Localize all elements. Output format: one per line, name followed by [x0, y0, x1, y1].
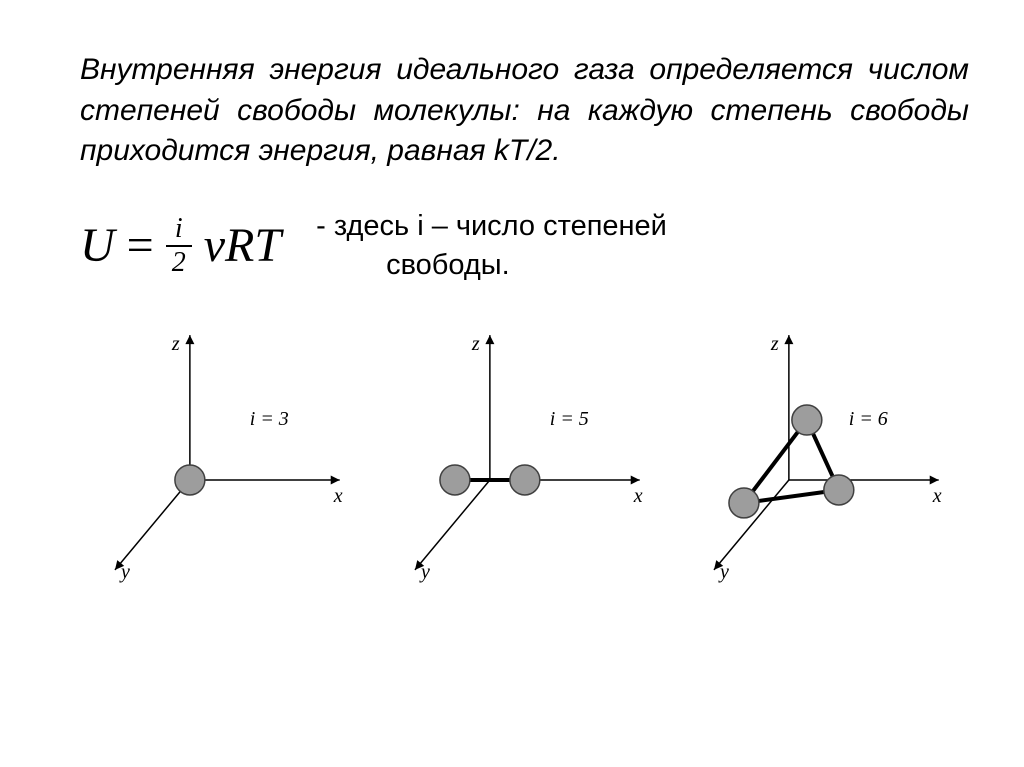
svg-text:z: z	[770, 333, 779, 355]
formula-numer: i	[169, 215, 189, 245]
diagram-diatomic: z x y i = 5	[380, 320, 670, 590]
formula-lhs: U	[80, 218, 115, 273]
diagram-triatomic: z x y i = 6	[679, 320, 969, 590]
svg-text:x: x	[932, 485, 942, 507]
svg-text:z: z	[471, 333, 480, 355]
diagram-row: z x y i = 3 z x y i = 5 z x y i = 6	[80, 320, 969, 590]
svg-text:y: y	[718, 561, 729, 583]
explain-line-2: свободы.	[316, 246, 667, 285]
svg-text:y: y	[119, 561, 130, 583]
svg-text:z: z	[171, 333, 180, 355]
statement-text: Внутренняя энергия идеального газа опред…	[80, 50, 969, 172]
svg-text:i = 3: i = 3	[250, 408, 289, 430]
svg-text:i = 5: i = 5	[549, 408, 588, 430]
svg-text:x: x	[333, 485, 343, 507]
svg-text:x: x	[632, 485, 642, 507]
formula-equals: =	[127, 218, 154, 273]
explain-block: - здесь i – число степеней свободы.	[316, 207, 667, 285]
formula-denom: 2	[166, 245, 192, 277]
explain-line-1: - здесь i – число степеней	[316, 207, 667, 246]
formula-fraction: i 2	[166, 215, 192, 277]
svg-text:i = 6: i = 6	[849, 408, 888, 430]
explain-text-1: здесь i – число степеней	[334, 210, 667, 242]
explain-dash: -	[316, 210, 326, 242]
formula-row: U = i 2 νRT - здесь i – число степеней с…	[80, 207, 969, 285]
formula-rhs: νRT	[204, 218, 281, 273]
formula: U = i 2 νRT	[80, 215, 281, 277]
svg-text:y: y	[419, 561, 430, 583]
diagram-monoatomic: z x y i = 3	[80, 320, 370, 590]
